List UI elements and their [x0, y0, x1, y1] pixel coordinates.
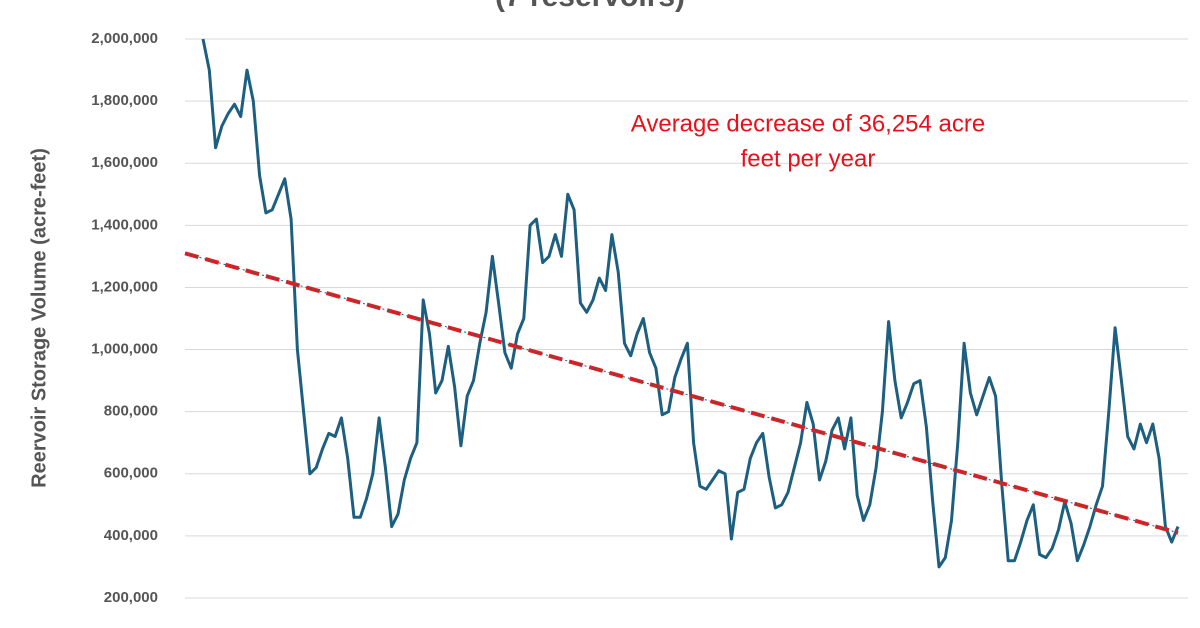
y-tick-label: 1,200,000 — [91, 278, 158, 295]
y-tick-label: 1,600,000 — [91, 154, 158, 171]
y-tick-label: 1,400,000 — [91, 216, 158, 233]
y-tick-label: 800,000 — [104, 403, 158, 420]
y-axis-label: Reervoir Storage Volume (acre-feet) — [28, 148, 50, 488]
y-tick-label: 2,000,000 — [91, 30, 158, 47]
chart-subtitle: (7 reservoirs) — [495, 0, 685, 13]
annotation: Average decrease of 36,254 acre — [631, 110, 985, 137]
trend-line-inner — [184, 252, 1179, 534]
annotation: feet per year — [741, 145, 876, 172]
data-line — [201, 38, 1180, 569]
y-tick-label: 200,000 — [104, 589, 158, 606]
y-tick-label: 1,800,000 — [91, 92, 158, 109]
y-tick-label: 400,000 — [104, 527, 158, 544]
y-tick-label: 600,000 — [104, 465, 158, 482]
y-tick-label: 1,000,000 — [91, 341, 158, 358]
